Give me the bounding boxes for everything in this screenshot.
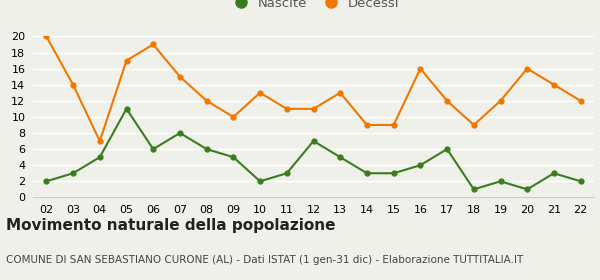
Legend: Nascite, Decessi: Nascite, Decessi [222, 0, 405, 15]
Text: COMUNE DI SAN SEBASTIANO CURONE (AL) - Dati ISTAT (1 gen-31 dic) - Elaborazione : COMUNE DI SAN SEBASTIANO CURONE (AL) - D… [6, 255, 523, 265]
Text: Movimento naturale della popolazione: Movimento naturale della popolazione [6, 218, 335, 234]
